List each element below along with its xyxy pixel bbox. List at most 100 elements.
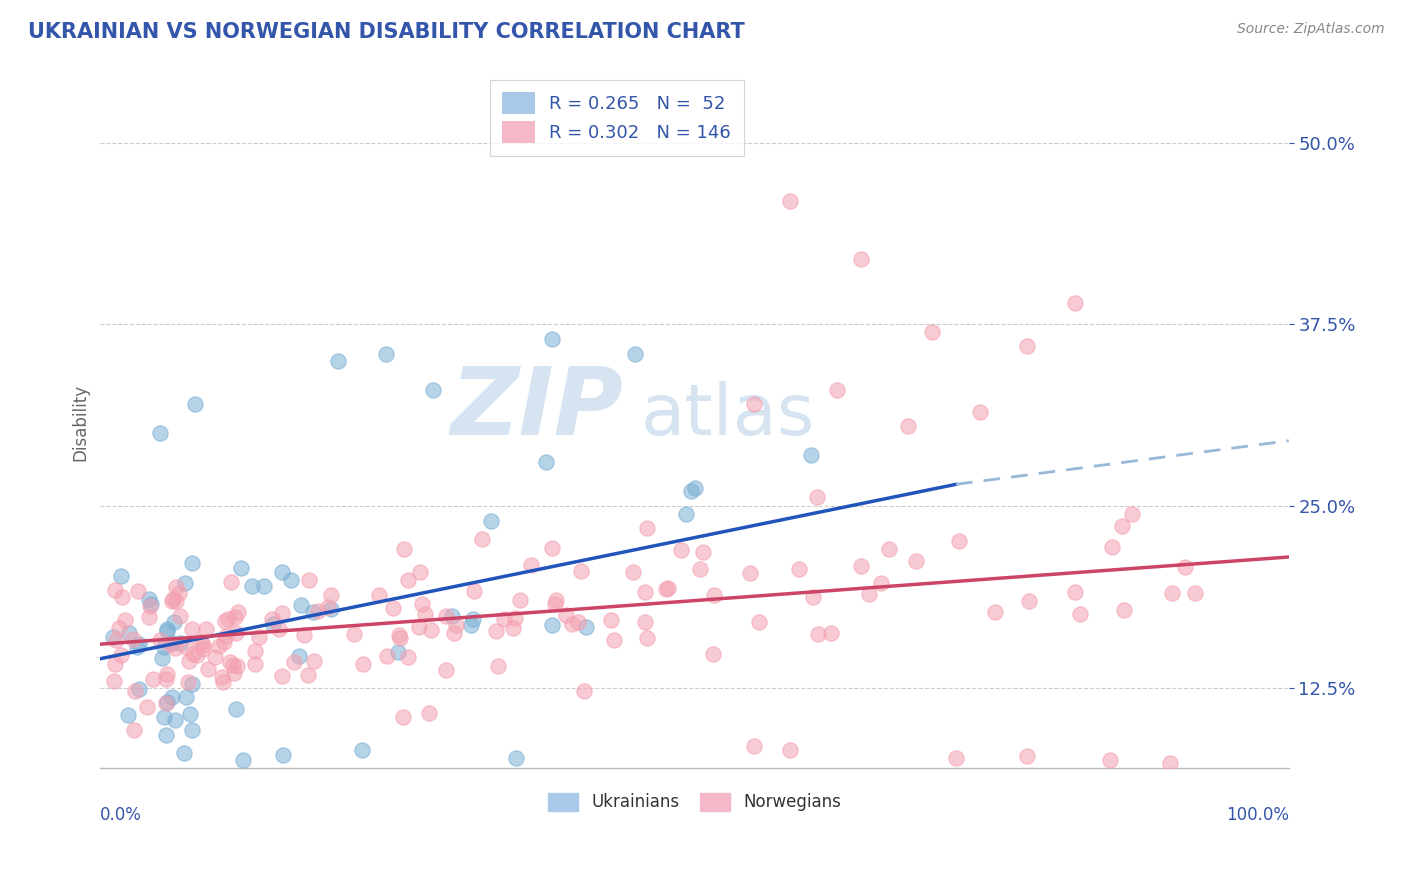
- Point: [253, 579, 276, 593]
- Point: [165, 580, 187, 594]
- Point: [1099, 754, 1122, 768]
- Point: [128, 682, 150, 697]
- Point: [509, 593, 531, 607]
- Point: [186, 648, 208, 662]
- Point: [387, 645, 409, 659]
- Point: [222, 658, 245, 673]
- Point: [319, 588, 342, 602]
- Point: [870, 576, 893, 591]
- Point: [394, 541, 416, 556]
- Point: [801, 590, 824, 604]
- Point: [142, 672, 165, 686]
- Point: [849, 252, 872, 266]
- Point: [212, 675, 235, 690]
- Point: [1160, 586, 1182, 600]
- Point: [624, 346, 647, 360]
- Point: [162, 591, 184, 606]
- Point: [572, 684, 595, 698]
- Text: ZIP: ZIP: [450, 363, 623, 455]
- Point: [288, 649, 311, 664]
- Point: [411, 597, 433, 611]
- Point: [149, 632, 172, 647]
- Text: 100.0%: 100.0%: [1226, 805, 1289, 823]
- Point: [101, 630, 124, 644]
- Point: [657, 581, 679, 595]
- Point: [117, 708, 139, 723]
- Point: [222, 666, 245, 681]
- Point: [150, 650, 173, 665]
- Point: [689, 562, 711, 576]
- Point: [155, 695, 177, 709]
- Point: [544, 593, 567, 607]
- Point: [921, 325, 943, 339]
- Point: [191, 642, 214, 657]
- Point: [703, 588, 725, 602]
- Point: [461, 612, 484, 626]
- Point: [1114, 603, 1136, 617]
- Point: [541, 617, 564, 632]
- Point: [634, 585, 657, 599]
- Point: [169, 586, 191, 600]
- Text: UKRAINIAN VS NORWEGIAN DISABILITY CORRELATION CHART: UKRAINIAN VS NORWEGIAN DISABILITY CORREL…: [28, 22, 745, 42]
- Point: [825, 383, 848, 397]
- Point: [820, 625, 842, 640]
- Point: [110, 648, 132, 662]
- Point: [1159, 756, 1181, 771]
- Point: [683, 481, 706, 495]
- Point: [418, 706, 440, 720]
- Point: [350, 743, 373, 757]
- Point: [155, 667, 177, 681]
- Point: [125, 640, 148, 655]
- Point: [571, 564, 593, 578]
- Point: [443, 625, 465, 640]
- Point: [128, 637, 150, 651]
- Point: [139, 599, 162, 614]
- Point: [740, 566, 762, 581]
- Point: [176, 640, 198, 655]
- Point: [602, 632, 624, 647]
- Point: [494, 612, 516, 626]
- Point: [105, 632, 128, 647]
- Point: [307, 604, 329, 618]
- Point: [636, 521, 658, 535]
- Point: [155, 622, 177, 636]
- Point: [104, 657, 127, 672]
- Point: [103, 674, 125, 689]
- Point: [485, 624, 508, 638]
- Point: [270, 607, 292, 621]
- Point: [440, 609, 463, 624]
- Point: [422, 383, 444, 397]
- Point: [541, 541, 564, 555]
- Point: [621, 565, 644, 579]
- Point: [302, 606, 325, 620]
- Point: [503, 610, 526, 624]
- Point: [789, 561, 811, 575]
- Point: [104, 583, 127, 598]
- Point: [121, 632, 143, 647]
- Point: [675, 507, 697, 521]
- Point: [471, 532, 494, 546]
- Point: [748, 615, 770, 629]
- Point: [1063, 295, 1085, 310]
- Point: [155, 728, 177, 742]
- Y-axis label: Disability: Disability: [72, 384, 89, 461]
- Point: [600, 614, 623, 628]
- Point: [229, 560, 252, 574]
- Point: [634, 615, 657, 629]
- Point: [243, 657, 266, 672]
- Point: [807, 627, 830, 641]
- Legend: Ukrainians, Norwegians: Ukrainians, Norwegians: [541, 786, 848, 818]
- Point: [534, 455, 557, 469]
- Point: [149, 426, 172, 441]
- Point: [742, 739, 765, 753]
- Point: [273, 748, 295, 763]
- Point: [1069, 607, 1091, 622]
- Point: [1101, 540, 1123, 554]
- Point: [352, 657, 374, 671]
- Point: [177, 654, 200, 668]
- Point: [243, 644, 266, 658]
- Point: [219, 655, 242, 669]
- Point: [304, 654, 326, 668]
- Point: [984, 605, 1007, 619]
- Point: [779, 194, 801, 208]
